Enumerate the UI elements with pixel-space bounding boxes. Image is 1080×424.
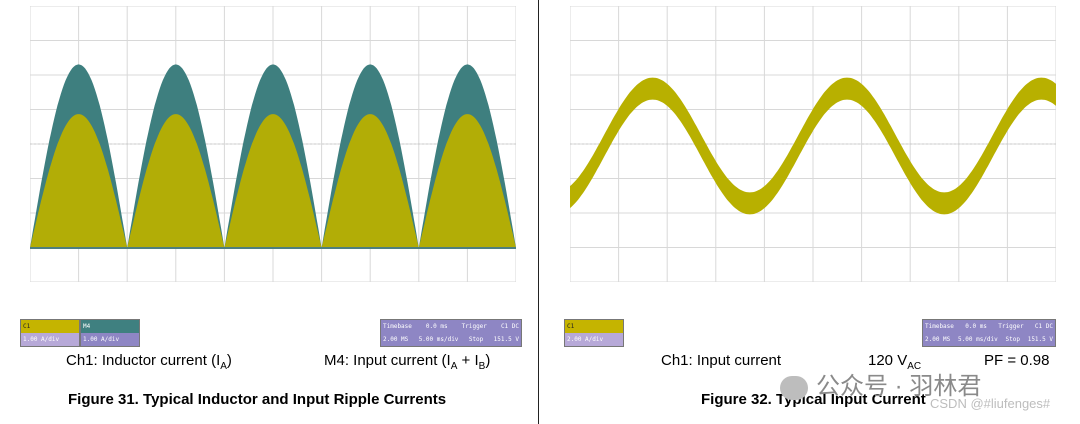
figure-32-panel: C1 2.00 A/div Timebase 0.0 ms Trigger C1… xyxy=(540,0,1080,424)
chip-tag: C1 xyxy=(565,320,623,333)
wechat-icon xyxy=(780,375,808,400)
acq-state: Stop xyxy=(468,336,484,343)
watermark-brand: 公众号 · 羽林君 xyxy=(780,366,981,401)
sample-rate: 2.00 MS xyxy=(383,336,409,343)
chip-tag: C1 xyxy=(21,320,79,333)
figure-31-panel: C1 1.00 A/div M4 1.00 A/div Timebase 0.0… xyxy=(0,0,538,424)
chip-tag: M4 xyxy=(81,320,139,333)
caption-text: 120 V xyxy=(868,352,908,369)
timebase-value: 0.0 ms xyxy=(965,323,987,330)
caption-m4-left: M4: Input current (IA + IB) xyxy=(324,352,490,372)
acq-state: Stop xyxy=(1005,336,1020,343)
timebase-value: 0.0 ms xyxy=(425,323,448,330)
caption-sub: A xyxy=(450,361,458,372)
trigger-mode: C1 DC xyxy=(500,323,519,330)
caption-voltage-right: 120 VAC xyxy=(868,352,921,372)
trigger-label: Trigger xyxy=(998,323,1024,330)
caption-sub: B xyxy=(478,361,486,372)
channel-1-chip: C1 1.00 A/div xyxy=(20,319,80,347)
scope-screen-left xyxy=(30,6,516,282)
figure-31-title: Figure 31. Typical Inductor and Input Ri… xyxy=(68,391,447,408)
caption-sub: AC xyxy=(907,361,922,372)
time-per-div: 5.00 ms/div xyxy=(958,336,998,343)
scope-screen-right xyxy=(570,6,1056,282)
caption-mid: + I xyxy=(457,352,479,369)
waveform-plot-left xyxy=(30,6,516,282)
timebase-label: Timebase xyxy=(925,323,954,330)
time-per-div: 5.00 ms/div xyxy=(418,336,459,343)
watermark-text: 公众号 · 羽林君 xyxy=(816,373,982,400)
caption-end: ) xyxy=(485,352,491,369)
timebase-trigger-box-left: Timebase 0.0 ms Trigger C1 DC 2.00 MS 5.… xyxy=(380,319,522,347)
channel-1-chip: C1 2.00 A/div xyxy=(564,319,624,347)
panel-divider xyxy=(538,0,539,424)
waveform-ch1 xyxy=(30,114,516,248)
waveform-plot-right xyxy=(570,6,1056,282)
chip-scale: 1.00 A/div xyxy=(23,336,60,343)
math-4-chip: M4 1.00 A/div xyxy=(80,319,140,347)
caption-sub: A xyxy=(220,361,227,372)
timebase-trigger-box-right: Timebase 0.0 ms Trigger C1 DC 2.00 MS 5.… xyxy=(922,319,1056,347)
timebase-label: Timebase xyxy=(383,323,412,330)
caption-text: M4: Input current (I xyxy=(324,352,451,369)
grid xyxy=(570,6,1056,282)
watermark-csdn: CSDN @#liufenges# xyxy=(930,396,1051,411)
chip-scale: 1.00 A/div xyxy=(83,336,120,343)
sample-rate: 2.00 MS xyxy=(925,336,951,343)
caption-ch1-left: Ch1: Inductor current (IA) xyxy=(66,352,232,372)
caption-text: Ch1: Inductor current (I xyxy=(66,352,221,369)
trigger-level: 151.5 V xyxy=(1027,336,1053,343)
trigger-level: 151.5 V xyxy=(493,336,519,343)
caption-ch1-right: Ch1: Input current xyxy=(661,352,782,369)
trigger-mode: C1 DC xyxy=(1034,323,1053,330)
chip-scale: 2.00 A/div xyxy=(567,336,604,343)
figure-32-title: Figure 32. Typical Input Current xyxy=(701,391,926,408)
caption-pf-right: PF = 0.98 xyxy=(984,352,1050,369)
trigger-label: Trigger xyxy=(461,323,487,330)
caption-end: ) xyxy=(226,352,232,369)
